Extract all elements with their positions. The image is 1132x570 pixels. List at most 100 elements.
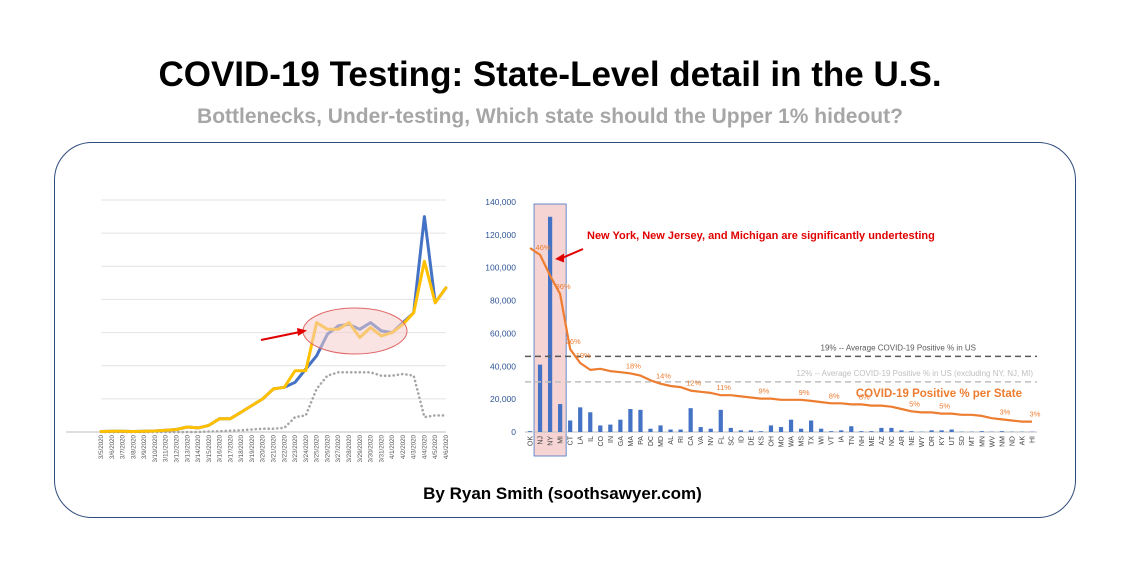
right-positive-label: 19%: [576, 351, 591, 360]
left-x-tick-label: 3/24/2020: [303, 434, 310, 462]
right-x-tick-label: GA: [618, 436, 625, 446]
right-x-tick-label: WI: [819, 436, 826, 445]
right-bar: [889, 427, 894, 432]
right-positive-label: 5%: [939, 402, 950, 411]
left-x-tick-label: 4/6/2020: [443, 434, 450, 459]
right-x-tick-label: MO: [779, 435, 786, 447]
right-x-tick-label: IN: [608, 436, 615, 443]
right-bar: [608, 424, 613, 432]
left-x-tick-label: 3/29/2020: [357, 434, 364, 462]
right-x-tick-label: KY: [939, 436, 946, 446]
right-bar: [708, 428, 713, 432]
right-bar: [859, 431, 864, 432]
right-bar: [718, 409, 723, 432]
right-x-tick-label: PA: [638, 436, 645, 445]
left-x-tick-label: 3/9/2020: [141, 434, 148, 459]
right-x-tick-label: FL: [718, 436, 725, 444]
page-title: COVID-19 Testing: State-Level detail in …: [158, 55, 942, 94]
left-x-tick-label: 4/4/2020: [421, 434, 428, 459]
right-bar: [678, 429, 683, 432]
right-y-tick-label: 20,000: [490, 394, 516, 404]
right-x-tick-label: WY: [919, 436, 926, 448]
left-x-tick-label: 3/7/2020: [120, 434, 127, 459]
right-x-tick-label: WA: [789, 436, 796, 447]
left-x-tick-label: 3/5/2020: [98, 434, 105, 459]
right-bar: [598, 425, 603, 432]
right-x-tick-label: OH: [768, 436, 775, 447]
right-bar: [778, 427, 784, 432]
right-positive-label: 12%: [686, 379, 701, 388]
right-x-tick-label: MA: [628, 436, 635, 447]
right-positive-label: 3%: [999, 407, 1010, 416]
chart-panel: [54, 142, 1076, 518]
right-bar: [899, 430, 904, 432]
right-y-tick-label: 80,000: [490, 296, 516, 306]
right-x-tick-label: TN: [849, 436, 856, 445]
left-x-tick-label: 3/16/2020: [217, 434, 224, 462]
right-x-tick-label: NM: [999, 436, 1006, 447]
left-x-tick-label: 3/26/2020: [324, 434, 331, 462]
right-x-tick-label: OR: [929, 436, 936, 447]
right-x-tick-label: MD: [658, 436, 665, 447]
right-y-tick-label: 0: [511, 427, 516, 437]
right-positive-label: 36%: [556, 282, 571, 291]
right-y-tick-label: 100,000: [485, 263, 516, 273]
right-positive-label: 8%: [859, 392, 870, 401]
right-x-tick-label: CA: [688, 436, 695, 446]
right-x-tick-label: NV: [708, 436, 715, 446]
right-bar: [638, 409, 643, 432]
right-x-tick-label: CT: [568, 435, 575, 445]
right-annotation-text: New York, New Jersey, and Michigan are s…: [587, 230, 935, 242]
left-x-tick-label: 3/12/2020: [173, 434, 180, 462]
right-bar: [809, 420, 814, 432]
right-bar: [829, 431, 834, 432]
right-bar: [688, 408, 693, 432]
right-positive-label: 9%: [758, 387, 769, 396]
right-bar: [618, 419, 623, 432]
left-x-tick-label: 3/21/2020: [271, 434, 278, 462]
right-bar: [819, 428, 824, 432]
right-x-tick-label: AZ: [879, 435, 886, 445]
right-bar: [869, 431, 874, 432]
right-x-tick-label: WV: [989, 436, 996, 448]
right-positive-label: 18%: [626, 361, 641, 370]
right-bar: [547, 216, 553, 432]
right-x-tick-label: VT: [829, 435, 836, 445]
left-x-tick-label: 3/20/2020: [260, 434, 267, 462]
right-x-tick-label: ND: [1009, 436, 1016, 446]
right-bar: [999, 431, 1004, 432]
left-x-tick-label: 3/23/2020: [292, 434, 299, 462]
right-annotation-arrowhead: [555, 253, 565, 263]
right-bar: [537, 364, 543, 432]
right-x-tick-label: UT: [949, 435, 956, 445]
left-x-tick-label: 3/14/2020: [195, 434, 202, 462]
left-x-tick-label: 4/1/2020: [389, 434, 396, 459]
left-x-tick-label: 3/8/2020: [130, 434, 137, 459]
byline: By Ryan Smith (soothsawyer.com): [423, 484, 702, 503]
left-x-tick-label: 3/11/2020: [163, 434, 170, 462]
left-x-tick-label: 3/13/2020: [184, 434, 191, 462]
right-bar: [929, 430, 934, 432]
right-bar: [558, 404, 563, 432]
left-annotation-arrow: [260, 331, 301, 341]
left-x-tick-label: 4/3/2020: [411, 434, 418, 459]
right-x-tick-label: DC: [648, 436, 655, 446]
right-bar: [578, 407, 583, 432]
right-x-tick-label: ME: [869, 436, 876, 447]
right-x-tick-label: TX: [809, 436, 816, 445]
left-x-tick-label: 3/31/2020: [378, 434, 385, 462]
right-x-tick-label: MI: [558, 436, 565, 444]
left-x-tick-label: 3/27/2020: [335, 434, 342, 462]
right-bar: [879, 427, 884, 432]
right-x-tick-label: NJ: [538, 436, 545, 445]
left-x-tick-label: 3/18/2020: [238, 434, 245, 462]
right-y-tick-label: 120,000: [485, 230, 516, 240]
right-bar: [568, 420, 573, 432]
right-bar: [939, 430, 944, 432]
right-x-tick-label: CO: [598, 435, 605, 446]
left-x-tick-label: 3/22/2020: [281, 434, 288, 462]
left-x-tick-label: 3/30/2020: [368, 434, 375, 462]
left-x-tick-label: 3/15/2020: [206, 434, 213, 462]
right-annotation-arrow: [561, 248, 584, 259]
right-x-tick-label: NY: [548, 436, 555, 446]
